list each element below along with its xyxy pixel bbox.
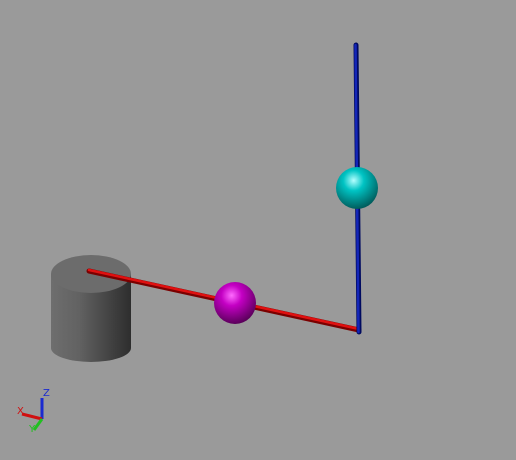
y-axis-line — [32, 418, 44, 431]
x-axis-label: X — [17, 406, 24, 417]
x-axis-line — [21, 412, 43, 421]
y-axis-label: Y — [28, 424, 36, 435]
cylinder-object[interactable] — [51, 255, 131, 362]
z-axis-label: Z — [43, 388, 50, 399]
magenta-sphere[interactable] — [214, 282, 256, 324]
axis-triad: Z X Y — [17, 388, 50, 435]
cylinder-bottom — [51, 334, 131, 362]
cylinder-top — [51, 255, 131, 293]
cyan-sphere[interactable] — [336, 167, 378, 209]
